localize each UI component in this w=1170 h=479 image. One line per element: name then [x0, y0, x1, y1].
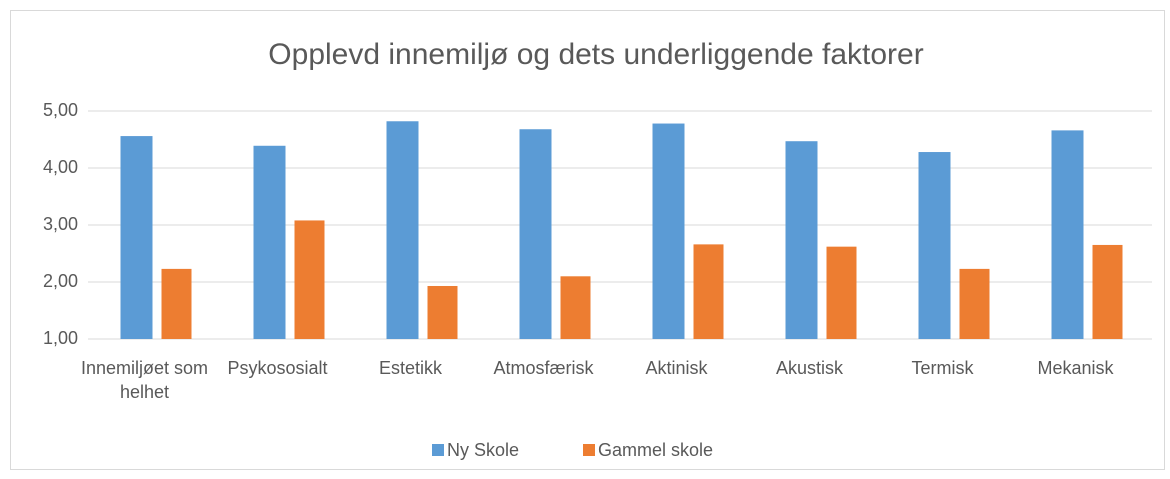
x-tick-label: Estetikk — [378, 358, 443, 378]
bar — [1092, 244, 1123, 339]
chart-border — [10, 10, 1165, 470]
bar — [1051, 130, 1084, 339]
bar — [959, 268, 990, 339]
y-tick-label: 3,00 — [43, 214, 78, 234]
bar — [253, 145, 286, 339]
y-tick-label: 5,00 — [43, 100, 78, 120]
bar — [560, 276, 591, 339]
legend-swatch — [432, 444, 444, 456]
x-tick-label: Akustisk — [775, 358, 844, 378]
bar — [427, 285, 458, 339]
bar — [785, 141, 818, 339]
x-tick-label: Psykososialt — [227, 358, 328, 378]
legend-label: Gammel skole — [598, 440, 713, 460]
bar — [693, 244, 724, 339]
x-tick-label: Innemiljøet som helhet — [80, 358, 209, 402]
y-tick-label: 2,00 — [43, 271, 78, 291]
bar — [826, 246, 857, 339]
x-tick-label: Aktinisk — [645, 358, 708, 378]
bar — [519, 129, 552, 339]
bar — [918, 152, 951, 339]
x-tick-label: Atmosfærisk — [493, 358, 594, 378]
y-tick-label: 4,00 — [43, 157, 78, 177]
bar — [294, 220, 325, 339]
bar — [652, 123, 685, 339]
chart-title: Opplevd innemiljø og dets underliggende … — [268, 38, 923, 71]
x-tick-label: Termisk — [911, 358, 974, 378]
bar — [120, 136, 153, 339]
y-tick-label: 1,00 — [43, 328, 78, 348]
legend-label: Ny Skole — [447, 440, 519, 460]
bar — [386, 121, 419, 339]
x-tick-label: Mekanisk — [1037, 358, 1114, 378]
legend-swatch — [583, 444, 595, 456]
bar — [161, 268, 192, 339]
